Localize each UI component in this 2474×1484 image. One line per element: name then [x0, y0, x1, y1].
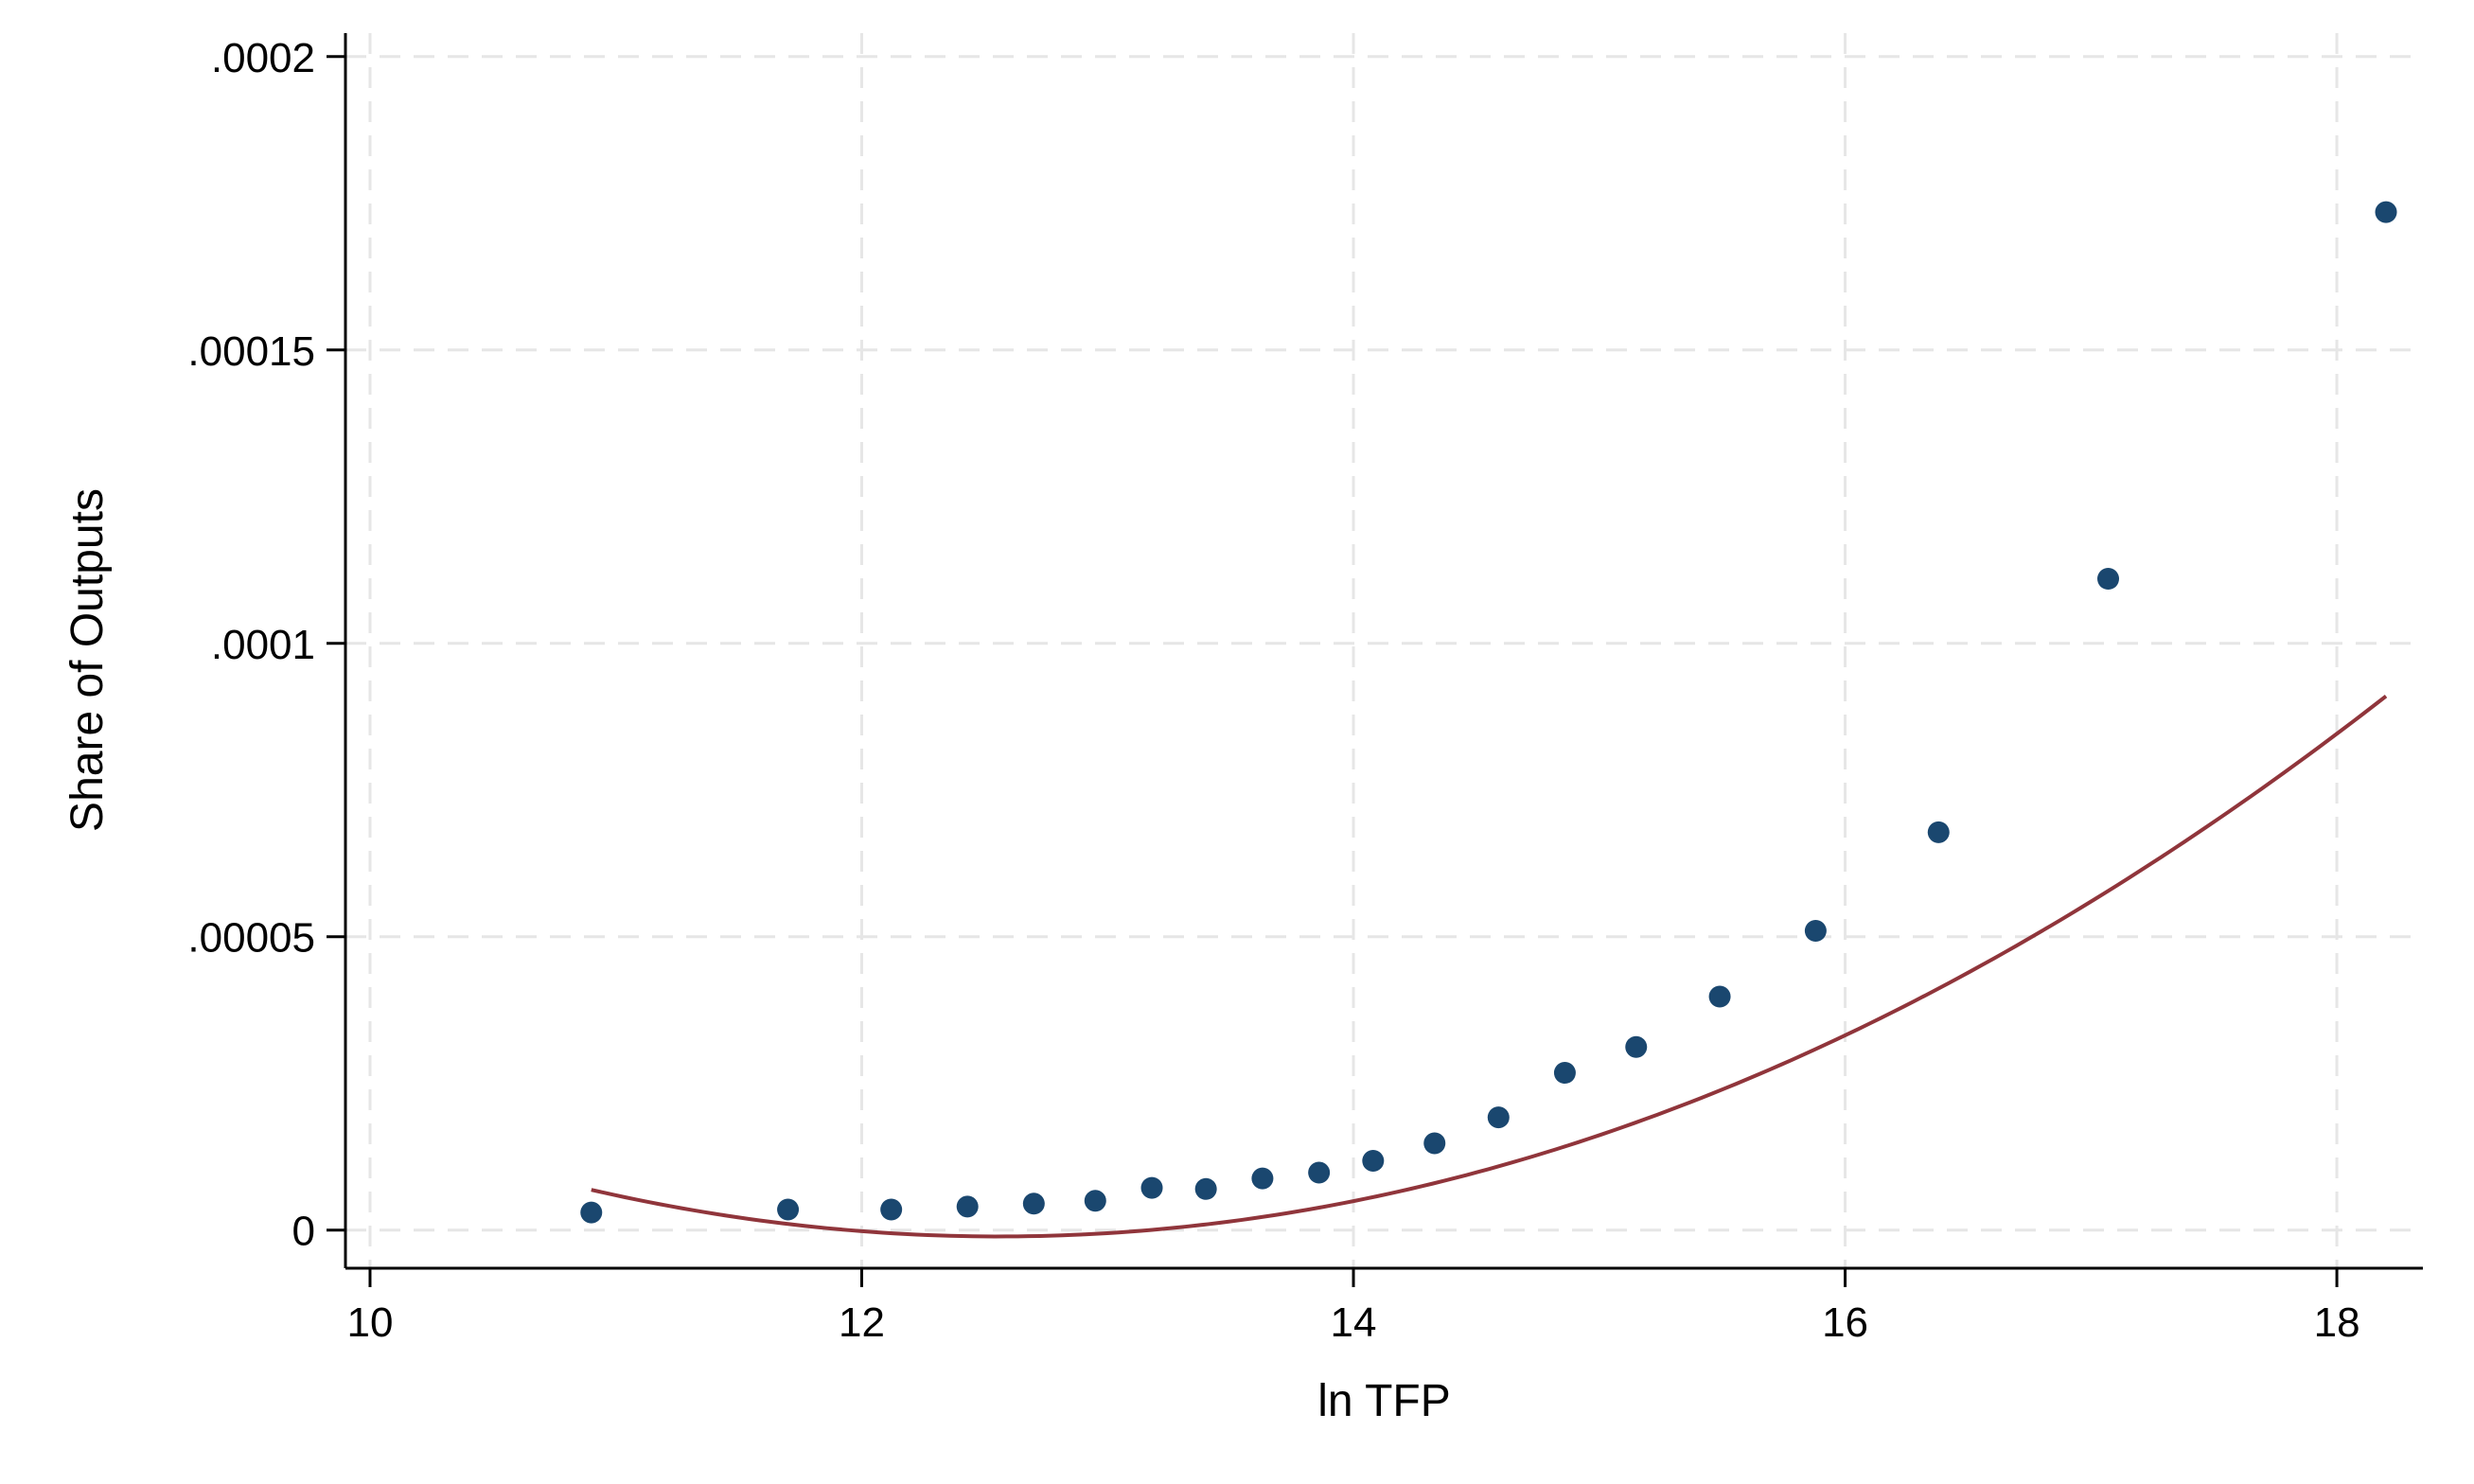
scatter-point-6 [1140, 1176, 1163, 1199]
scatter-point-9 [1308, 1161, 1331, 1184]
scatter-point-16 [1804, 920, 1827, 943]
scatter-point-12 [1487, 1106, 1510, 1129]
grid-lines [345, 33, 2423, 1268]
scatter-point-4 [1022, 1192, 1045, 1215]
x-tick-label-2: 14 [1331, 1299, 1377, 1346]
scatter-point-8 [1251, 1167, 1274, 1190]
fit-line-layer [591, 694, 2388, 1239]
x-tick-label-1: 12 [839, 1299, 885, 1346]
x-tick-label-0: 10 [346, 1299, 393, 1346]
y-axis-title: Share of Outputs [62, 488, 113, 832]
fitted-curve [591, 694, 2388, 1239]
scatter-point-14 [1625, 1035, 1648, 1058]
x-axis-title: ln TFP [1317, 1376, 1450, 1426]
scatter-point-18 [2097, 568, 2120, 591]
scatter-points [580, 201, 2397, 1224]
y-tick-label-4: .0002 [211, 35, 315, 81]
scatter-point-15 [1708, 985, 1731, 1008]
y-tick-label-2: .0001 [211, 622, 315, 668]
scatter-point-11 [1423, 1132, 1446, 1155]
x-tick-label-4: 18 [2314, 1299, 2360, 1346]
y-tick-label-3: .00015 [187, 328, 315, 375]
scatter-point-1 [777, 1198, 800, 1221]
scatter-point-5 [1084, 1190, 1106, 1212]
scatter-point-0 [580, 1201, 603, 1224]
scatter-point-10 [1362, 1150, 1385, 1173]
scatter-point-3 [956, 1195, 979, 1218]
axis-ticks: 10 12 14 16 18 0 .00005 .0001 .00015 .0002 [187, 35, 2359, 1346]
scatter-point-17 [1927, 821, 1950, 843]
axes [344, 33, 2423, 1270]
y-tick-label-1: .00005 [187, 915, 315, 962]
scatter-point-2 [880, 1198, 903, 1221]
scatter-point-19 [2375, 201, 2397, 223]
y-tick-label-0: 0 [292, 1209, 315, 1255]
scatter-point-13 [1553, 1062, 1576, 1085]
scatter-point-7 [1194, 1177, 1217, 1200]
x-tick-label-3: 16 [1822, 1299, 1868, 1346]
